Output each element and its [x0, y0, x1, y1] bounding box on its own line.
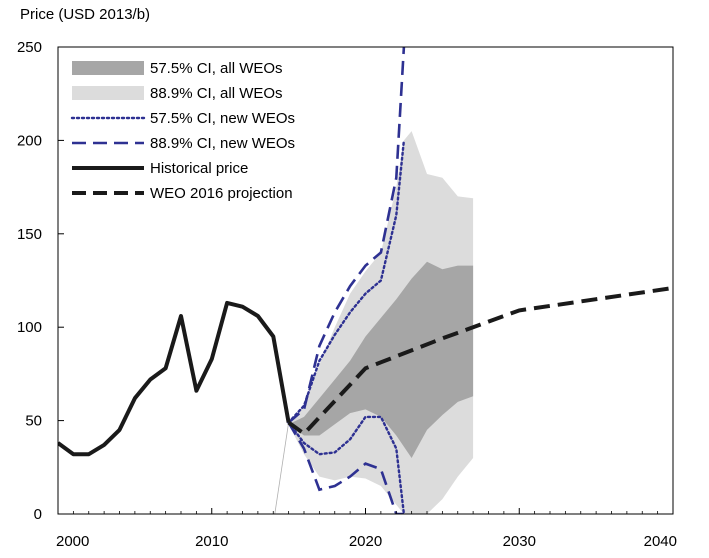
legend: 57.5% CI, all WEOs 88.9% CI, all WEOs 57.5… [70, 60, 295, 202]
legend-swatch [72, 61, 144, 75]
legend-label: 88.9% CI, new WEOs [150, 135, 295, 152]
x-tick-label: 2020 [349, 533, 382, 550]
y-tick-label: 200 [17, 132, 42, 149]
legend-label: WEO 2016 projection [150, 185, 293, 202]
legend-item: 57.5% CI, all WEOs [72, 60, 283, 77]
legend-label: 57.5% CI, all WEOs [150, 60, 283, 77]
x-tick-label: 2030 [503, 533, 536, 550]
legend-item: WEO 2016 projection [72, 185, 293, 202]
legend-label: 88.9% CI, all WEOs [150, 85, 283, 102]
ci-575-all-band [288, 261, 474, 458]
y-tick-label: 0 [34, 506, 42, 523]
weo-2016-projection-line [287, 286, 673, 437]
legend-swatch [72, 86, 144, 100]
y-tick-label: 150 [17, 226, 42, 243]
legend-label: Historical price [150, 160, 248, 177]
y-tick-label: 250 [17, 39, 42, 56]
plot-area [58, 47, 673, 514]
y-tick-label: 50 [25, 413, 42, 430]
legend-item: 88.9% CI, all WEOs [72, 85, 283, 102]
legend-item: 88.9% CI, new WEOs [72, 135, 295, 152]
x-tick-label: 2010 [195, 533, 228, 550]
ci-889-new-upper-line [287, 47, 406, 424]
y-axis-title: Price (USD 2013/b) [20, 6, 150, 23]
historical-price-line [58, 300, 291, 457]
axes: 0 50 100 150 200 250 2000 2010 2020 2030 2040 [17, 39, 677, 550]
legend-item: 57.5% CI, new WEOs [70, 110, 295, 127]
legend-label: 57.5% CI, new WEOs [150, 110, 295, 127]
baseline-connector [274, 422, 290, 514]
ci-889-new-lower-line [287, 421, 404, 514]
x-tick-label: 2000 [56, 533, 89, 550]
ci-575-new-upper-line [287, 139, 406, 424]
ci-575-new-lower-line [287, 415, 406, 514]
x-tick-label: 2040 [644, 533, 677, 550]
y-tick-label: 100 [17, 319, 42, 336]
legend-item: Historical price [72, 160, 248, 177]
